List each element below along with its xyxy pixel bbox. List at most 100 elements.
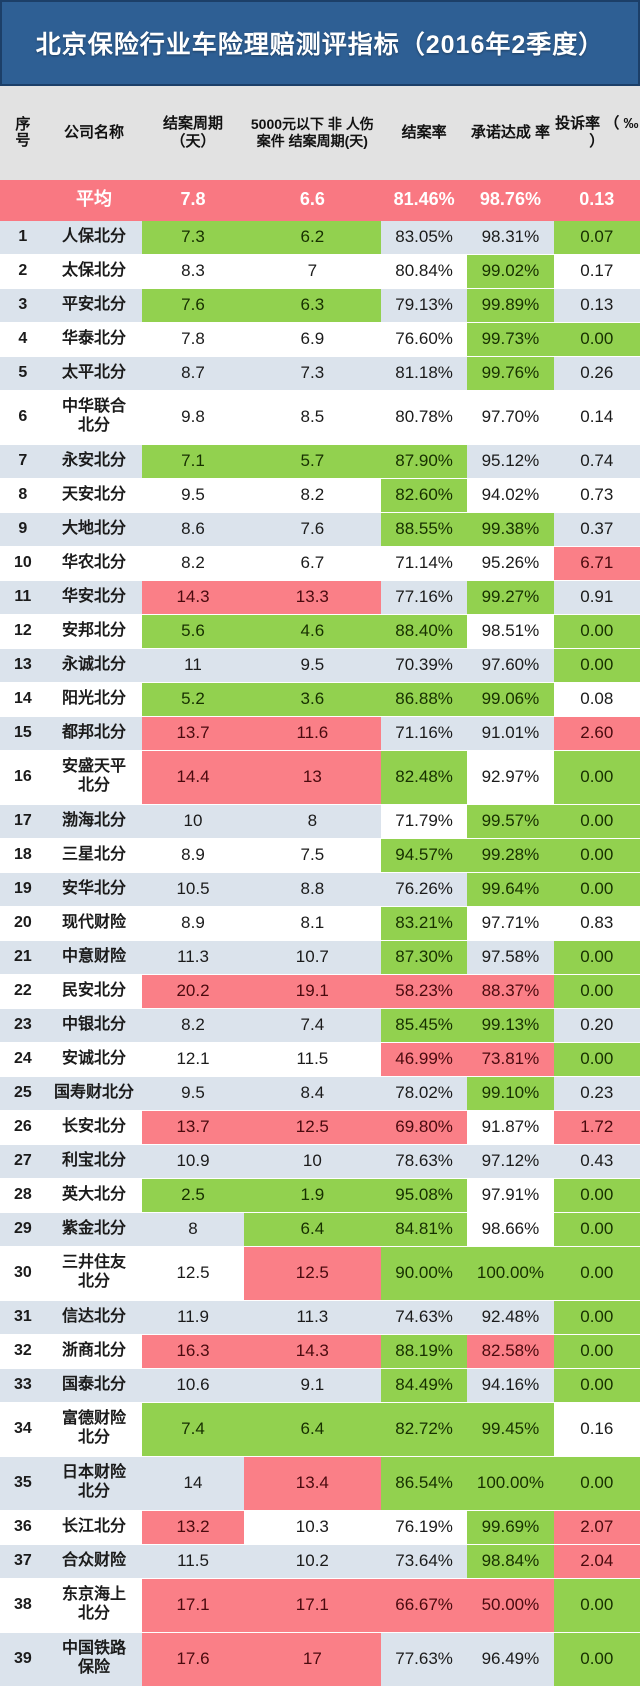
cell-nonbodily-cycle: 10: [243, 1144, 381, 1179]
cell-nonbodily-cycle: 10.2: [243, 1544, 381, 1579]
average-nonbodily-cycle: 6.6: [243, 180, 381, 221]
row-index: 37: [0, 1544, 46, 1579]
cell-complaint-rate: 0.00: [553, 1368, 640, 1403]
cell-close-rate: 80.78%: [380, 390, 468, 445]
row-index: 2: [0, 254, 46, 289]
table-row: 39 中国铁路 保险 17.6 17 77.63% 96.49% 0.00: [0, 1632, 640, 1687]
cell-promise-rate: 95.26%: [467, 546, 554, 581]
company-name-cell: 华泰北分: [45, 322, 143, 357]
cell-cycle: 7.3: [142, 220, 244, 255]
company-name-line: 渤海北分: [61, 811, 126, 829]
cell-cycle: 17.1: [142, 1578, 244, 1633]
cell-close-rate: 86.88%: [380, 682, 468, 717]
table-row: 33 国泰北分 10.6 9.1 84.49% 94.16% 0.00: [0, 1368, 640, 1403]
row-index: 29: [0, 1212, 46, 1247]
cell-cycle: 10: [142, 804, 244, 839]
company-name-line: 信达北分: [61, 1307, 126, 1325]
company-name-cell: 天安北分: [45, 478, 143, 513]
company-name-line: 安盛天平: [61, 758, 126, 776]
cell-complaint-rate: 0.91: [553, 580, 640, 615]
cell-promise-rate: 98.31%: [467, 220, 554, 255]
cell-promise-rate: 98.66%: [467, 1212, 554, 1247]
cell-promise-rate: 50.00%: [467, 1578, 554, 1633]
cell-cycle: 11.3: [142, 940, 244, 975]
cell-cycle: 7.1: [142, 444, 244, 479]
cell-complaint-rate: 0.17: [553, 254, 640, 289]
cell-cycle: 2.5: [142, 1178, 244, 1213]
nonbodily-line-3: 结案周期(天): [288, 133, 368, 149]
cell-close-rate: 84.49%: [380, 1368, 468, 1403]
cell-complaint-rate: 0.16: [553, 1402, 640, 1457]
cell-cycle: 17.6: [142, 1632, 244, 1687]
cell-promise-rate: 98.84%: [467, 1544, 554, 1579]
table-row: 29 紫金北分 8 6.4 84.81% 98.66% 0.00: [0, 1212, 640, 1247]
row-index: 32: [0, 1334, 46, 1369]
cell-cycle: 14.4: [142, 750, 244, 805]
cell-nonbodily-cycle: 6.4: [243, 1212, 381, 1247]
company-name-cell: 安邦北分: [45, 614, 143, 649]
table-row: 17 渤海北分 10 8 71.79% 99.57% 0.00: [0, 804, 640, 839]
row-index: 26: [0, 1110, 46, 1145]
cell-cycle: 14.3: [142, 580, 244, 615]
row-index: 5: [0, 356, 46, 391]
cell-close-rate: 82.72%: [380, 1402, 468, 1457]
cell-promise-rate: 94.16%: [467, 1368, 554, 1403]
cell-promise-rate: 99.57%: [467, 804, 554, 839]
cell-promise-rate: 94.02%: [467, 478, 554, 513]
cell-promise-rate: 99.27%: [467, 580, 554, 615]
company-name-cell: 华安北分: [45, 580, 143, 615]
cell-nonbodily-cycle: 17.1: [243, 1578, 381, 1633]
row-index: 9: [0, 512, 46, 547]
cell-promise-rate: 99.69%: [467, 1510, 554, 1545]
row-index: 33: [0, 1368, 46, 1403]
cell-promise-rate: 97.58%: [467, 940, 554, 975]
cell-close-rate: 94.57%: [380, 838, 468, 873]
cell-close-rate: 74.63%: [380, 1300, 468, 1335]
table-row: 15 都邦北分 13.7 11.6 71.16% 91.01% 2.60: [0, 716, 640, 751]
cell-close-rate: 83.21%: [380, 906, 468, 941]
cell-complaint-rate: 0.00: [553, 1456, 640, 1511]
table-row: 28 英大北分 2.5 1.9 95.08% 97.91% 0.00: [0, 1178, 640, 1213]
cell-close-rate: 79.13%: [380, 288, 468, 323]
cell-close-rate: 71.16%: [380, 716, 468, 751]
cell-close-rate: 66.67%: [380, 1578, 468, 1633]
cell-nonbodily-cycle: 11.5: [243, 1042, 381, 1077]
company-name-line: 长江北分: [61, 1517, 126, 1535]
table-row: 5 太平北分 8.7 7.3 81.18% 99.76% 0.26: [0, 356, 640, 391]
cell-cycle: 9.8: [142, 390, 244, 445]
row-index: 1: [0, 220, 46, 255]
cell-nonbodily-cycle: 9.1: [243, 1368, 381, 1403]
company-name-line: 安邦北分: [61, 621, 126, 639]
table-row: 4 华泰北分 7.8 6.9 76.60% 99.73% 0.00: [0, 322, 640, 357]
cell-close-rate: 84.81%: [380, 1212, 468, 1247]
cell-close-rate: 58.23%: [380, 974, 468, 1009]
cell-promise-rate: 99.28%: [467, 838, 554, 873]
table-row: 31 信达北分 11.9 11.3 74.63% 92.48% 0.00: [0, 1300, 640, 1335]
cell-complaint-rate: 0.00: [553, 804, 640, 839]
cell-nonbodily-cycle: 7.4: [243, 1008, 381, 1043]
column-header-company: 公司名称: [45, 86, 143, 180]
cell-nonbodily-cycle: 17: [243, 1632, 381, 1687]
table-row: 21 中意财险 11.3 10.7 87.30% 97.58% 0.00: [0, 940, 640, 975]
average-blank-cell: [0, 180, 46, 221]
cell-nonbodily-cycle: 13.4: [243, 1456, 381, 1511]
cell-nonbodily-cycle: 1.9: [243, 1178, 381, 1213]
cell-nonbodily-cycle: 19.1: [243, 974, 381, 1009]
cell-complaint-rate: 0.00: [553, 614, 640, 649]
cell-promise-rate: 97.12%: [467, 1144, 554, 1179]
cell-close-rate: 88.40%: [380, 614, 468, 649]
cell-cycle: 14: [142, 1456, 244, 1511]
cell-close-rate: 88.55%: [380, 512, 468, 547]
cell-complaint-rate: 0.00: [553, 1632, 640, 1687]
cell-complaint-rate: 0.83: [553, 906, 640, 941]
company-name-cell: 安华北分: [45, 872, 143, 907]
company-name-line: 永诚北分: [61, 655, 126, 673]
cell-close-rate: 82.60%: [380, 478, 468, 513]
cell-close-rate: 90.00%: [380, 1246, 468, 1301]
cell-cycle: 12.5: [142, 1246, 244, 1301]
cell-promise-rate: 99.73%: [467, 322, 554, 357]
cell-cycle: 8.3: [142, 254, 244, 289]
cell-promise-rate: 97.70%: [467, 390, 554, 445]
cycle-line-1: 结案周期: [162, 115, 223, 132]
